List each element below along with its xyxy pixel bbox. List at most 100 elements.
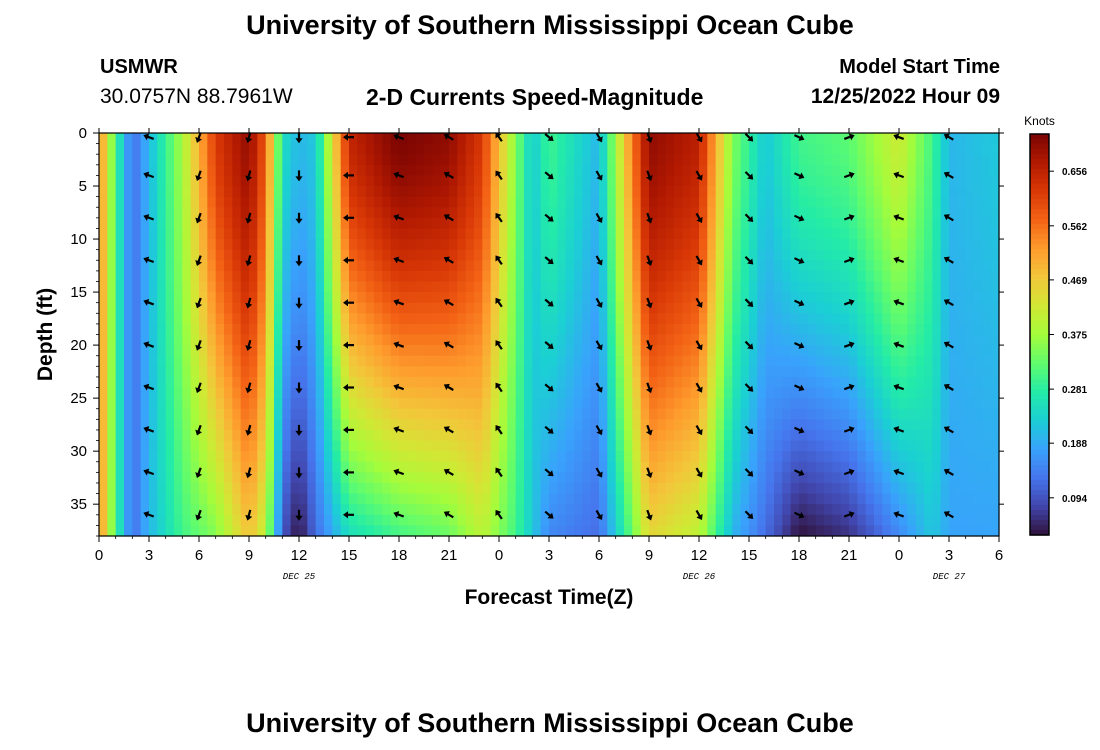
heatmap-cell: [365, 461, 375, 473]
heatmap-cell: [299, 302, 308, 314]
heatmap-cell: [565, 440, 575, 452]
heatmap-cell: [357, 366, 367, 378]
heatmap-cell: [749, 281, 758, 293]
heatmap-cell: [482, 355, 492, 367]
heatmap-cell: [99, 451, 108, 463]
heatmap-cell: [174, 376, 183, 389]
heatmap-cell: [515, 207, 525, 219]
heatmap-cell: [540, 133, 550, 145]
heatmap-cell: [632, 175, 642, 187]
current-arrow: [645, 424, 653, 436]
heatmap-cell: [307, 292, 317, 304]
heatmap-cell: [332, 133, 342, 145]
colorbar-segment: [1030, 479, 1049, 486]
heatmap-cell: [132, 249, 142, 261]
heatmap-cell: [390, 419, 400, 431]
heatmap-cell: [599, 334, 608, 346]
heatmap-cell: [182, 504, 192, 516]
heatmap-cell: [307, 196, 317, 208]
colorbar-segment: [1030, 314, 1049, 321]
heatmap-cell: [507, 239, 517, 251]
heatmap-cell: [265, 376, 275, 389]
heatmap-cell: [174, 366, 183, 378]
heatmap-cell: [574, 334, 583, 346]
heatmap-cell: [507, 504, 517, 516]
heatmap-cell: [574, 217, 583, 230]
heatmap-cell: [290, 376, 300, 389]
heatmap-cell: [265, 186, 275, 198]
heatmap-cell: [165, 323, 175, 336]
heatmap-cell: [790, 217, 800, 230]
heatmap-cell: [782, 504, 792, 516]
heatmap-cell: [624, 419, 633, 431]
heatmap-cell: [557, 493, 567, 505]
heatmap-cell: [915, 525, 925, 537]
heatmap-cell: [474, 143, 483, 155]
heatmap-cell: [807, 398, 817, 410]
heatmap-cell: [782, 207, 792, 219]
heatmap-cell: [449, 281, 458, 293]
heatmap-cell: [490, 345, 500, 357]
heatmap-cell: [499, 419, 508, 431]
heatmap-cell: [815, 376, 825, 389]
heatmap-cell: [615, 143, 625, 155]
current-arrow: [143, 256, 155, 264]
colorbar-segment: [1030, 504, 1049, 511]
heatmap-cell: [940, 323, 950, 336]
heatmap-cell: [482, 175, 492, 187]
heatmap-cell: [182, 355, 192, 367]
heatmap-cell: [357, 228, 367, 240]
heatmap-cell: [974, 143, 983, 155]
heatmap-cell: [924, 366, 933, 378]
heatmap-cell: [299, 270, 308, 283]
heatmap-cell: [699, 461, 708, 473]
heatmap-cell: [607, 504, 617, 516]
heatmap-cell: [940, 186, 950, 198]
current-arrow: [393, 341, 405, 349]
heatmap-cell: [924, 292, 933, 304]
heatmap-cell: [190, 270, 200, 283]
heatmap-cell: [165, 451, 175, 463]
heatmap-cell: [182, 164, 192, 177]
heatmap-cell: [157, 186, 167, 198]
current-arrow: [794, 214, 805, 222]
current-arrow: [943, 171, 954, 179]
heatmap-cell: [199, 143, 208, 155]
current-arrow: [843, 341, 855, 349]
heatmap-cell: [415, 440, 425, 452]
heatmap-cell: [732, 376, 742, 389]
heatmap-cell: [524, 323, 533, 336]
heatmap-cell: [590, 398, 600, 410]
heatmap-cell: [540, 217, 550, 230]
heatmap-cell: [724, 228, 733, 240]
heatmap-cell: [932, 217, 942, 230]
heatmap-cell: [557, 398, 567, 410]
heatmap-cell: [224, 429, 233, 442]
heatmap-cell: [257, 143, 267, 155]
heatmap-cell: [790, 186, 800, 198]
heatmap-cell: [965, 133, 975, 145]
heatmap-cell: [415, 186, 425, 198]
heatmap-cell: [165, 493, 175, 505]
heatmap-cell: [257, 366, 267, 378]
heatmap-cell: [115, 323, 125, 336]
heatmap-cell: [782, 461, 792, 473]
heatmap-cell: [449, 366, 458, 378]
heatmap-cell: [115, 292, 125, 304]
heatmap-cell: [365, 260, 375, 272]
heatmap-cell: [390, 398, 400, 410]
heatmap-cell: [849, 133, 858, 145]
heatmap-cell: [582, 186, 592, 198]
heatmap-cell: [215, 514, 225, 526]
heatmap-cell: [440, 493, 450, 505]
heatmap-cell: [282, 323, 292, 336]
heatmap-cell: [765, 514, 775, 526]
heatmap-cell: [190, 186, 200, 198]
heatmap-cell: [165, 376, 175, 389]
heatmap-cell: [615, 398, 625, 410]
heatmap-cell: [715, 334, 725, 346]
heatmap-cell: [365, 440, 375, 452]
heatmap-cell: [474, 493, 483, 505]
heatmap-cell: [99, 175, 108, 187]
heatmap-cell: [290, 398, 300, 410]
